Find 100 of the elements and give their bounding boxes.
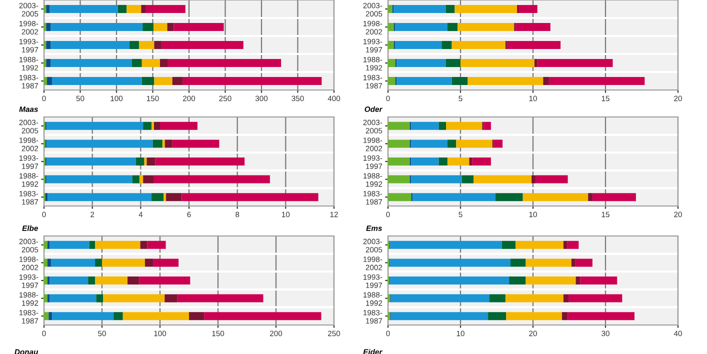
bar bbox=[164, 140, 172, 148]
bar bbox=[154, 40, 162, 50]
bar bbox=[442, 40, 452, 50]
bar bbox=[446, 4, 455, 14]
bar bbox=[488, 312, 506, 320]
bar bbox=[44, 240, 48, 249]
bar bbox=[526, 276, 576, 285]
bar bbox=[122, 312, 189, 320]
bar bbox=[47, 276, 50, 285]
bar bbox=[395, 22, 448, 32]
bar bbox=[390, 312, 488, 320]
bar bbox=[136, 157, 144, 166]
bar bbox=[140, 240, 148, 249]
bar bbox=[48, 312, 52, 320]
bar bbox=[138, 40, 154, 50]
bar bbox=[580, 276, 618, 285]
bar bbox=[50, 276, 88, 285]
bar bbox=[563, 294, 569, 302]
bar bbox=[534, 58, 538, 68]
bar bbox=[152, 140, 162, 148]
bar bbox=[153, 22, 168, 32]
bar bbox=[462, 175, 474, 184]
bar bbox=[388, 58, 396, 68]
bar bbox=[164, 294, 178, 302]
bar bbox=[537, 58, 613, 68]
bar bbox=[50, 58, 132, 68]
bar bbox=[126, 4, 142, 14]
bar bbox=[452, 40, 506, 50]
bar bbox=[50, 258, 96, 267]
bar bbox=[548, 76, 645, 86]
bar bbox=[502, 240, 516, 249]
bar bbox=[146, 4, 186, 14]
bar bbox=[447, 22, 458, 32]
bar bbox=[390, 258, 511, 267]
bar bbox=[388, 76, 396, 86]
bar bbox=[575, 258, 592, 267]
bar bbox=[46, 175, 132, 184]
bar bbox=[146, 157, 156, 166]
bar bbox=[438, 122, 446, 130]
bar bbox=[456, 140, 492, 148]
bar bbox=[47, 240, 50, 249]
bar bbox=[103, 294, 165, 302]
bar bbox=[161, 40, 244, 50]
bar bbox=[142, 76, 154, 86]
bar bbox=[204, 312, 322, 320]
bar bbox=[142, 58, 160, 68]
bar bbox=[50, 240, 90, 249]
bar bbox=[469, 157, 472, 166]
bar bbox=[44, 294, 48, 302]
bar bbox=[411, 140, 448, 148]
bar bbox=[139, 175, 144, 184]
bar bbox=[388, 140, 410, 148]
bar bbox=[132, 175, 140, 184]
bar bbox=[516, 22, 550, 32]
bar bbox=[46, 140, 153, 148]
bar bbox=[474, 175, 532, 184]
bar bbox=[95, 276, 128, 285]
bar bbox=[394, 4, 446, 14]
bar bbox=[396, 58, 446, 68]
bar bbox=[452, 76, 468, 86]
bar bbox=[532, 175, 536, 184]
bar bbox=[47, 258, 51, 267]
bar bbox=[388, 193, 412, 202]
bar bbox=[154, 175, 270, 184]
bar bbox=[506, 312, 562, 320]
bar bbox=[114, 312, 123, 320]
bar bbox=[510, 258, 526, 267]
bar bbox=[130, 40, 139, 50]
bar bbox=[567, 240, 579, 249]
bar bbox=[576, 276, 580, 285]
bar bbox=[505, 294, 564, 302]
bar bbox=[536, 175, 568, 184]
bar bbox=[388, 22, 394, 32]
bar bbox=[144, 258, 154, 267]
bar bbox=[118, 4, 127, 14]
bar bbox=[47, 294, 50, 302]
bar bbox=[167, 22, 174, 32]
bar bbox=[446, 58, 460, 68]
bar bbox=[411, 157, 439, 166]
bar bbox=[174, 22, 224, 32]
bar bbox=[526, 258, 572, 267]
bar bbox=[522, 193, 588, 202]
bar bbox=[568, 312, 634, 320]
bar bbox=[182, 76, 322, 86]
bar bbox=[50, 40, 130, 50]
bar bbox=[50, 22, 143, 32]
bar bbox=[44, 76, 47, 86]
bar bbox=[48, 193, 152, 202]
bar bbox=[388, 175, 410, 184]
bar bbox=[571, 258, 576, 267]
bar bbox=[142, 22, 154, 32]
bar bbox=[154, 76, 172, 86]
bar bbox=[128, 276, 140, 285]
bar bbox=[588, 193, 592, 202]
bar bbox=[89, 240, 96, 249]
bar bbox=[44, 312, 49, 320]
bar bbox=[139, 276, 190, 285]
bar bbox=[460, 58, 534, 68]
bar bbox=[592, 193, 636, 202]
bar bbox=[50, 4, 118, 14]
